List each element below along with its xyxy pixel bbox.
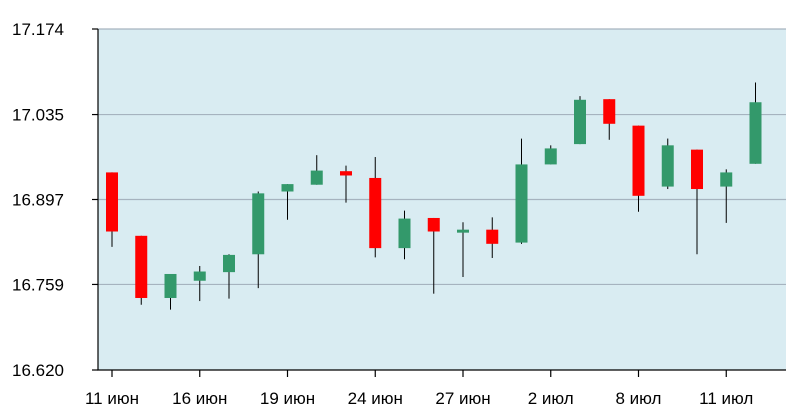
- candle-body-down: [632, 125, 645, 196]
- candle-body-up: [281, 184, 294, 192]
- candle-14: [515, 138, 528, 244]
- candle-body-up: [515, 164, 528, 243]
- candle-body-down: [106, 172, 118, 232]
- y-tick-label: 16.897: [12, 191, 64, 210]
- candle-body-up: [544, 148, 557, 165]
- x-tick-label: 8 июл: [616, 389, 662, 408]
- candle-21: [720, 169, 733, 223]
- candle-0: [106, 172, 118, 247]
- candle-17: [603, 99, 616, 140]
- candle-11: [427, 217, 440, 294]
- candle-15: [544, 145, 557, 165]
- candle-body-down: [486, 229, 499, 244]
- y-tick-label: 16.620: [12, 361, 64, 380]
- candle-10: [398, 210, 411, 260]
- candle-19: [661, 138, 674, 190]
- candle-body-down: [340, 171, 352, 176]
- axes: [92, 28, 786, 377]
- candle-body-up: [252, 193, 265, 255]
- y-tick-label: 17.174: [12, 20, 64, 39]
- candle-body-down: [603, 99, 616, 124]
- candle-body-up: [457, 229, 469, 233]
- candle-body-up: [661, 145, 674, 187]
- candle-body-down: [691, 149, 703, 190]
- candle-1: [135, 235, 148, 305]
- candle-body-up: [398, 218, 411, 249]
- y-tick-labels: 16.620 16.759 16.897 17.035 17.174: [12, 20, 64, 380]
- x-tick-label: 11 июн: [85, 389, 139, 408]
- x-tick-label: 24 июн: [348, 389, 403, 408]
- candle-body-up: [164, 273, 177, 298]
- candle-6: [281, 184, 294, 220]
- candle-2: [164, 273, 177, 310]
- gridlines: [98, 28, 786, 286]
- candle-12: [457, 222, 469, 278]
- x-tick-label: 16 июн: [172, 389, 227, 408]
- candle-body-down: [427, 217, 440, 232]
- candle-body-down: [135, 235, 148, 298]
- candles: [106, 82, 762, 310]
- candle-7: [310, 155, 323, 185]
- candle-body-up: [193, 271, 206, 281]
- x-tick-labels: 11 июн 16 июн 19 июн 24 июн 27 июн 2 июл 8 июл…: [85, 389, 753, 408]
- candle-body-up: [720, 172, 733, 187]
- candle-body-up: [310, 170, 323, 185]
- candle-5: [252, 191, 265, 289]
- x-tick-label: 2 июл: [528, 389, 574, 408]
- candle-body-up: [749, 102, 762, 164]
- y-tick-label: 16.759: [12, 275, 64, 294]
- candle-8: [340, 165, 352, 203]
- x-tick-label: 19 июн: [260, 389, 315, 408]
- candle-13: [486, 217, 499, 258]
- y-tick-label: 17.035: [12, 106, 64, 125]
- x-tick-label: 11 июл: [699, 389, 753, 408]
- x-tick-label: 27 июн: [435, 389, 490, 408]
- candle-18: [632, 125, 645, 212]
- candle-9: [369, 157, 382, 258]
- candle-4: [223, 254, 235, 299]
- candle-22: [749, 82, 762, 164]
- candle-16: [574, 96, 586, 145]
- candle-body-down: [369, 177, 382, 249]
- candle-body-up: [223, 254, 235, 273]
- candle-body-up: [574, 99, 586, 145]
- candle-20: [691, 149, 703, 255]
- candle-3: [193, 265, 206, 302]
